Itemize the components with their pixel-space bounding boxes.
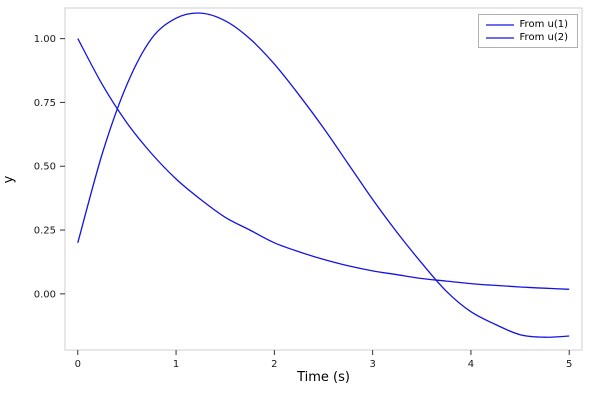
x-tick-label: 2 [271, 359, 277, 370]
x-tick-label: 3 [369, 359, 375, 370]
series-line-1 [77, 12, 570, 338]
y-tick-label: 0.00 [34, 289, 56, 300]
y-tick-label: 0.50 [34, 162, 56, 173]
y-axis-title: y [1, 175, 17, 184]
legend-item-2: From u(2) [485, 32, 568, 43]
y-tick-label: 0.75 [34, 98, 56, 109]
x-tick-label: 1 [173, 359, 179, 370]
y-tick-label: 0.25 [34, 226, 56, 237]
legend: From u(1) From u(2) [477, 14, 578, 48]
legend-line-sample [485, 36, 514, 39]
legend-line-sample [485, 23, 514, 26]
x-tick-label: 4 [468, 359, 474, 370]
x-axis-title: Time (s) [297, 370, 350, 385]
legend-label: From u(1) [519, 19, 568, 30]
y-tick-label: 1.00 [34, 34, 56, 45]
legend-item-1: From u(1) [485, 19, 568, 30]
x-tick-label: 0 [75, 359, 81, 370]
x-tick-label: 5 [566, 359, 572, 370]
plot-frame [64, 7, 583, 351]
legend-label: From u(2) [519, 32, 568, 43]
series-line-2 [77, 38, 570, 290]
